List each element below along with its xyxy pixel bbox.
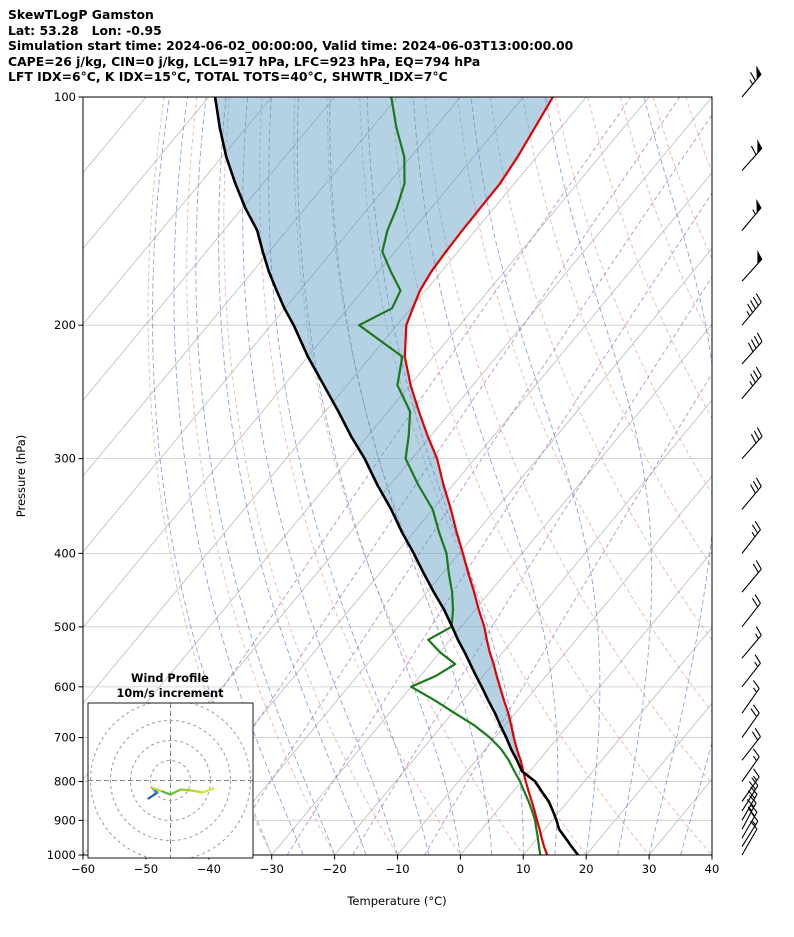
y-tick-label: 200 — [54, 318, 76, 332]
x-tick-label: −20 — [322, 862, 346, 876]
x-axis-label: Temperature (°C) — [346, 894, 446, 908]
y-tick-label: 900 — [54, 813, 76, 827]
x-tick-label: 20 — [579, 862, 594, 876]
y-axis-label: Pressure (hPa) — [14, 435, 28, 518]
y-tick-label: 500 — [54, 620, 76, 634]
y-tick-label: 800 — [54, 775, 76, 789]
y-tick-label: 600 — [54, 680, 76, 694]
y-tick-label: 400 — [54, 546, 76, 560]
y-tick-label: 300 — [54, 452, 76, 466]
axis-ticks: −60 −50 −40 −30 −20 −10 0 10 20 30 40 100 200 300 400 5… — [47, 90, 720, 876]
x-tick-label: −40 — [197, 862, 221, 876]
hodograph-inset — [87, 702, 254, 859]
dewpoint-curve — [358, 97, 542, 855]
cape-shading — [215, 97, 553, 773]
wind-barbs — [741, 65, 763, 856]
y-tick-label: 700 — [54, 731, 76, 745]
parcel-curve — [213, 97, 580, 855]
hodograph-subtitle: 10m/s increment — [117, 687, 225, 700]
hodograph-border — [87, 702, 254, 859]
x-tick-label: −30 — [260, 862, 284, 876]
x-tick-label: −60 — [71, 862, 95, 876]
x-tick-label: 10 — [516, 862, 531, 876]
cape-indices-line: CAPE=26 j/kg, CIN=0 j/kg, LCL=917 hPa, L… — [8, 54, 480, 69]
sim-time-line: Simulation start time: 2024-06-02_00:00:… — [8, 38, 574, 54]
chart-title: SkewTLogP Gamston — [8, 7, 154, 22]
x-tick-label: 30 — [642, 862, 657, 876]
y-tick-label: 100 — [54, 90, 76, 104]
moist-adiabat-lines — [152, 97, 712, 855]
hodograph-title: Wind Profile — [131, 672, 209, 685]
header-block: SkewTLogP Gamston Lat: 53.28 Lon: -0.95 … — [8, 7, 574, 85]
x-tick-label: −10 — [385, 862, 409, 876]
y-tick-label: 1000 — [47, 848, 76, 862]
stability-indices-line: LFT IDX=6°C, K IDX=15°C, TOTAL TOTS=40°C… — [8, 69, 448, 85]
x-tick-label: 0 — [457, 862, 464, 876]
temperature-curve — [403, 97, 554, 855]
hodograph-content — [88, 703, 253, 858]
x-tick-label: −50 — [134, 862, 158, 876]
x-tick-label: 40 — [705, 862, 720, 876]
latlon-line: Lat: 53.28 Lon: -0.95 — [8, 23, 162, 38]
